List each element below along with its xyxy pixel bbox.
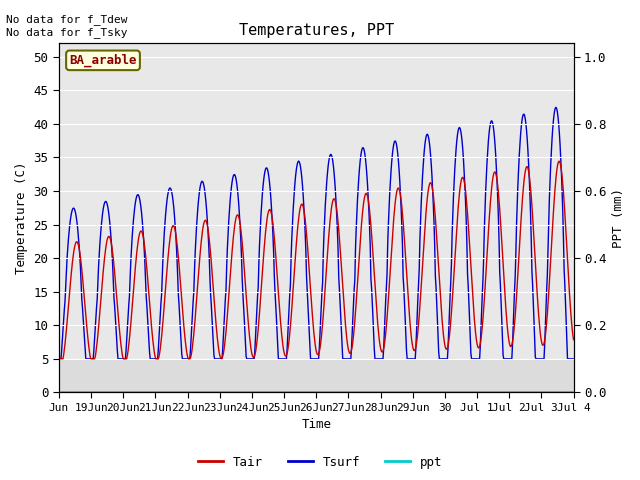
Y-axis label: Temperature (C): Temperature (C) [15, 162, 28, 274]
ppt [115, 390, 123, 396]
Tsurf [210, 352, 218, 358]
Line: Tsurf: Tsurf [59, 108, 573, 359]
Tair [570, 336, 577, 342]
ppt [398, 390, 406, 396]
ppt [570, 390, 577, 396]
Tair [55, 356, 63, 362]
Tsurf [552, 105, 560, 110]
X-axis label: Time: Time [301, 419, 332, 432]
ppt [210, 390, 218, 396]
Text: No data for f_Tdew
No data for f_Tsky: No data for f_Tdew No data for f_Tsky [6, 14, 128, 38]
Bar [59, 43, 573, 359]
Legend: Tair, Tsurf, ppt: Tair, Tsurf, ppt [193, 451, 447, 474]
Tsurf [55, 356, 63, 362]
Tair [236, 217, 243, 223]
Tair [210, 294, 218, 300]
Tair [255, 318, 263, 324]
Tair [115, 326, 123, 332]
Title: Temperatures, PPT: Temperatures, PPT [239, 23, 394, 38]
Tsurf [236, 212, 243, 217]
ppt [255, 390, 263, 396]
Tsurf [255, 259, 263, 265]
ppt [55, 390, 63, 396]
ppt [369, 390, 377, 396]
Y-axis label: PPT (mm): PPT (mm) [612, 188, 625, 248]
Text: BA_arable: BA_arable [69, 54, 137, 67]
Tsurf [115, 356, 123, 362]
ppt [236, 390, 243, 396]
Tsurf [570, 356, 577, 362]
Tsurf [398, 222, 406, 228]
Tair [369, 251, 377, 257]
Tsurf [369, 314, 377, 320]
Tair [555, 158, 563, 164]
Tair [398, 203, 406, 209]
Line: Tair: Tair [59, 161, 573, 359]
